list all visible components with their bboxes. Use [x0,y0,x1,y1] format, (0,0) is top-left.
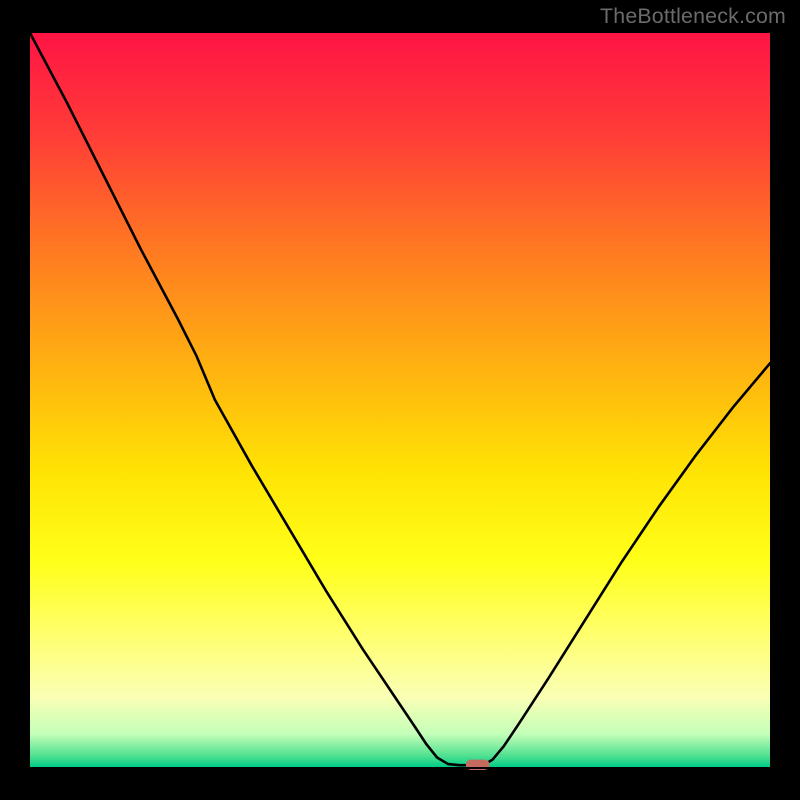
plot-background [30,33,770,767]
bottleneck-chart [0,0,800,800]
chart-stage: TheBottleneck.com [0,0,800,800]
